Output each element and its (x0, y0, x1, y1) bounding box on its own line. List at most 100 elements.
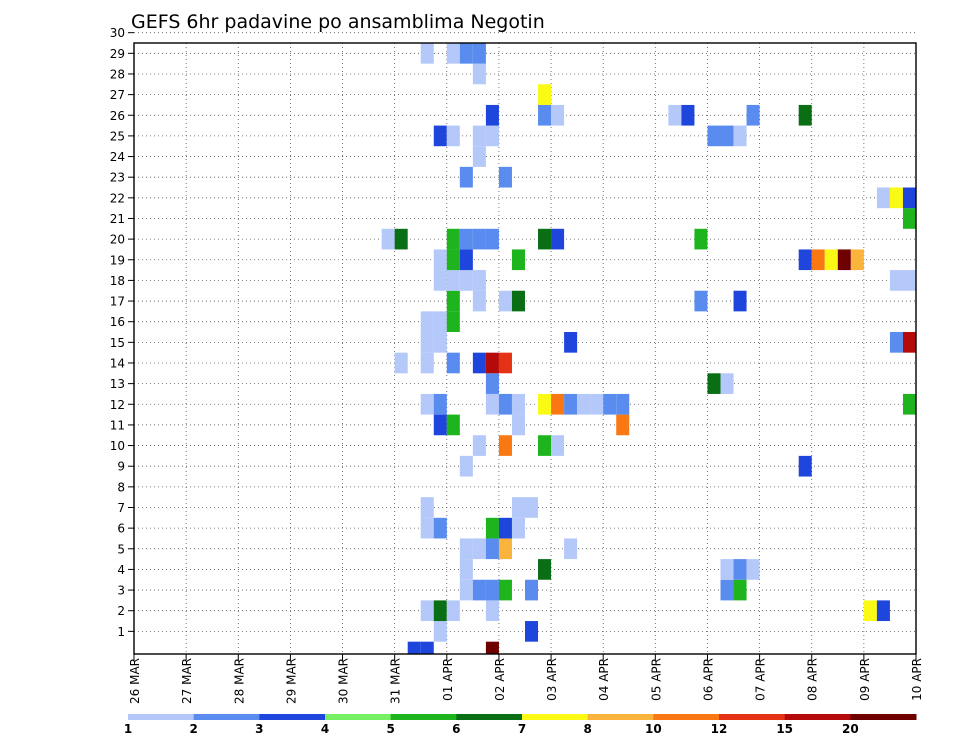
y-tick-label: 19 (110, 253, 125, 267)
legend-label: 3 (255, 722, 263, 736)
x-axis: 26 MAR 27 MAR 28 MAR 29 MAR 30 MAR 31 MAR 01 A… (128, 654, 924, 704)
heatmap-cell (472, 290, 486, 312)
x-tick-label: 06 APR (701, 658, 715, 701)
heatmap-cell (485, 393, 499, 415)
x-tick-label: 04 APR (597, 658, 611, 701)
heatmap-cell (394, 352, 408, 374)
heatmap-cell (472, 63, 486, 85)
heatmap-cell (433, 600, 447, 622)
plot-frame (133, 42, 917, 655)
heatmap-cell (420, 311, 434, 333)
x-tick-label: 09 APR (858, 658, 872, 701)
y-tick-label: 4 (117, 563, 125, 577)
y-tick-label: 26 (110, 109, 125, 123)
y-tick-label: 10 (110, 439, 125, 453)
y-tick-label: 24 (110, 150, 125, 164)
y-tick-label: 16 (110, 315, 125, 329)
heatmap-cell (459, 538, 473, 560)
heatmap-cells (381, 43, 916, 654)
heatmap-cell (616, 393, 630, 415)
heatmap-cell (720, 373, 734, 394)
x-tick-label: 26 MAR (128, 658, 142, 704)
heatmap-cell (381, 228, 395, 250)
heatmap-cell (707, 373, 721, 394)
heatmap-cell (498, 579, 512, 601)
heatmap-cell (472, 352, 486, 374)
heatmap-cell (485, 579, 499, 601)
heatmap-cell (459, 270, 473, 291)
heatmap-cell (538, 104, 552, 126)
heatmap-cell (485, 104, 499, 126)
heatmap-cell (446, 228, 460, 250)
heatmap-cell (902, 332, 916, 353)
legend-label: 1 (124, 722, 132, 736)
legend-label: 6 (452, 722, 460, 736)
heatmap-cell (433, 332, 447, 353)
legend-swatch (850, 714, 917, 720)
y-tick-label: 11 (110, 418, 125, 432)
heatmap-cell (433, 393, 447, 415)
heatmap-cell (511, 517, 525, 539)
legend-swatch (653, 714, 720, 720)
heatmap-cell (694, 290, 708, 312)
heatmap-cell (668, 104, 682, 126)
heatmap-cell (433, 414, 447, 436)
heatmap-cell (485, 538, 499, 560)
x-tick-label: 01 APR (441, 658, 455, 701)
heatmap-cell (498, 538, 512, 560)
heatmap-cell (394, 228, 408, 250)
heatmap-cell (811, 249, 825, 271)
heatmap-cell (420, 43, 434, 64)
heatmap-cell (616, 414, 630, 436)
heatmap-cell (433, 311, 447, 333)
heatmap-cell (720, 579, 734, 601)
legend-label: 7 (518, 722, 526, 736)
heatmap-cell (694, 228, 708, 250)
legend-label: 2 (189, 722, 197, 736)
heatmap-cell (876, 600, 890, 622)
heatmap-cell (511, 393, 525, 415)
x-tick-label: 08 APR (806, 658, 820, 701)
y-tick-label: 14 (110, 356, 125, 370)
heatmap-cell (459, 455, 473, 477)
heatmap-cell (446, 414, 460, 436)
heatmap-cell (551, 104, 565, 126)
chart-title: GEFS 6hr padavine po ansamblima Negotin (131, 11, 545, 33)
heatmap-cell (472, 435, 486, 456)
heatmap-cell (525, 621, 539, 642)
heatmap-cell (564, 393, 578, 415)
heatmap-cell (485, 125, 499, 147)
heatmap-cell (498, 290, 512, 312)
heatmap-cell (538, 435, 552, 456)
x-tick-label: 10 APR (910, 658, 924, 701)
x-tick-label: 27 MAR (180, 658, 194, 704)
heatmap-cell (538, 228, 552, 250)
heatmap-cell (902, 187, 916, 209)
heatmap-cell (485, 352, 499, 374)
heatmap-cell (420, 332, 434, 353)
heatmap-cell (472, 579, 486, 601)
grid-lines (134, 32, 916, 654)
x-tick-label: 28 MAR (232, 658, 246, 704)
legend: 1 2 3 4 5 6 7 8 10 12 15 20 (124, 714, 917, 736)
y-tick-label: 9 (117, 460, 125, 474)
heatmap-cell (472, 43, 486, 64)
heatmap-cell (577, 393, 591, 415)
heatmap-cell (538, 84, 552, 105)
heatmap-cell (433, 125, 447, 147)
legend-swatch (587, 714, 654, 720)
heatmap-cell (863, 600, 877, 622)
heatmap-cell (446, 600, 460, 622)
y-tick-label: 22 (110, 191, 125, 205)
y-tick-label: 17 (110, 295, 125, 309)
heatmap-cell (850, 249, 864, 271)
heatmap-cell (459, 43, 473, 64)
legend-swatch (784, 714, 851, 720)
legend-swatch (193, 714, 260, 720)
x-tick-label: 02 APR (493, 658, 507, 701)
heatmap-cell (889, 187, 903, 209)
heatmap-cell (498, 517, 512, 539)
x-tick-label: 29 MAR (284, 658, 298, 704)
heatmap-cell (564, 332, 578, 353)
